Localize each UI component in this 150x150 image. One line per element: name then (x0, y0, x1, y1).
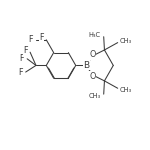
Text: F: F (19, 68, 23, 77)
Text: CH₃: CH₃ (119, 38, 131, 44)
Text: H₃C: H₃C (88, 32, 100, 38)
Text: CH₃: CH₃ (88, 93, 100, 99)
Text: F: F (20, 54, 24, 63)
Text: O: O (90, 50, 96, 59)
Text: B: B (83, 61, 89, 70)
Text: F: F (23, 46, 28, 55)
Text: O: O (90, 72, 96, 81)
Text: F: F (28, 35, 33, 44)
Text: CH₃: CH₃ (119, 87, 131, 93)
Text: F: F (40, 33, 44, 42)
